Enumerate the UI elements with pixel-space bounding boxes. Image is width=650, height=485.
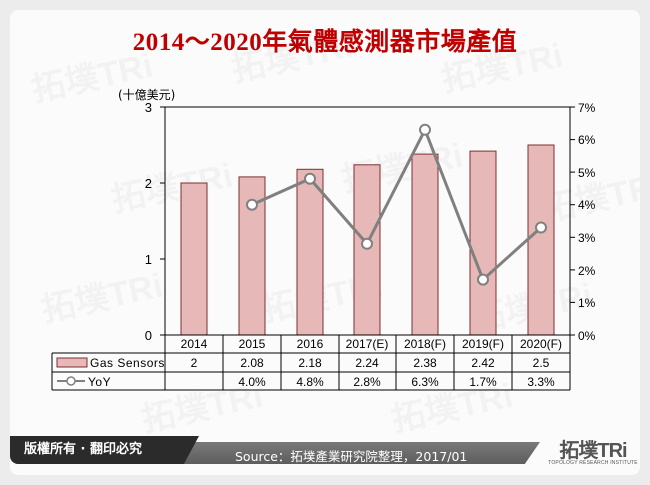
table-cell: 4.0% <box>238 375 266 389</box>
table-cell: 2.08 <box>240 356 264 370</box>
y-left-tick: 0 <box>145 328 152 343</box>
y-axis-unit-label: (十億美元) <box>118 88 176 102</box>
table-cell: 6.3% <box>411 375 439 389</box>
bar-series-gas-sensors <box>180 144 555 336</box>
bar <box>296 168 324 336</box>
y-right-tick: 6% <box>578 133 596 147</box>
line-point <box>535 221 547 234</box>
category-label: 2017(E) <box>346 337 389 351</box>
data-table: 2014 2015 2016 2017(E) 2018(F) 2019(F) 2… <box>51 334 571 391</box>
table-cell: 4.8% <box>296 375 324 389</box>
source-bar <box>160 442 540 464</box>
copyright-label: 版權所有 · 翻印必究 <box>10 436 199 464</box>
line-point <box>304 172 316 185</box>
bar <box>353 164 381 336</box>
y-right-tick: 7% <box>578 101 596 115</box>
footer: 版權所有 · 翻印必究 Source：拓墣產業研究院整理，2017/01 拓墣T… <box>10 434 640 466</box>
legend-bar-swatch <box>56 357 88 368</box>
y-axis-right: 0% 1% 2% 3% 4% 5% 6% 7% <box>570 101 596 343</box>
logo-subtitle: TOPOLOGY RESEARCH INSTITUTE <box>548 460 638 466</box>
source-label: Source：拓墣產業研究院整理，2017/01 <box>235 449 468 464</box>
table-cell: 2.38 <box>413 356 437 370</box>
table-cell: 2.18 <box>298 356 322 370</box>
category-label: 2014 <box>181 337 208 351</box>
category-label: 2015 <box>239 337 266 351</box>
y-left-tick: 3 <box>145 100 152 115</box>
y-right-tick: 3% <box>578 231 596 245</box>
category-label: 2019(F) <box>462 337 504 351</box>
table-cell: 2 <box>191 356 198 370</box>
y-left-tick: 2 <box>145 176 152 191</box>
bar <box>469 150 497 336</box>
legend-bar-label: Gas Sensors <box>90 356 165 370</box>
category-label: 2020(F) <box>520 337 562 351</box>
bar <box>411 153 439 336</box>
line-series-yoy <box>246 123 547 286</box>
line-point <box>246 198 258 211</box>
bar <box>527 144 555 336</box>
y-right-tick: 5% <box>578 166 596 180</box>
y-right-tick: 1% <box>578 296 596 310</box>
logo-text: 拓墣TRi <box>559 440 627 462</box>
line-point <box>361 237 373 250</box>
legend-line-label: YoY <box>88 375 111 389</box>
legend-line-marker-icon <box>66 376 76 386</box>
table-cell: 2.8% <box>353 375 381 389</box>
table-cell: 2.5 <box>533 356 550 370</box>
category-label: 2016 <box>297 337 324 351</box>
y-left-tick: 1 <box>145 252 152 267</box>
chart-title: 2014～2020年氣體感測器市場產值 <box>132 29 518 56</box>
table-cell: 2.24 <box>355 356 379 370</box>
y-axis-left: 0 1 2 3 <box>145 100 165 343</box>
y-right-tick: 0% <box>578 329 596 343</box>
tri-logo: 拓墣TRi TOPOLOGY RESEARCH INSTITUTE <box>548 434 638 466</box>
table-cell: 2.42 <box>471 356 495 370</box>
bar <box>180 182 208 336</box>
category-label: 2018(F) <box>404 337 446 351</box>
table-cell: 3.3% <box>527 375 555 389</box>
y-right-tick: 2% <box>578 264 596 278</box>
line-point <box>419 123 431 136</box>
table-cell: 1.7% <box>469 375 497 389</box>
line-point <box>477 273 489 286</box>
y-right-tick: 4% <box>578 198 596 212</box>
